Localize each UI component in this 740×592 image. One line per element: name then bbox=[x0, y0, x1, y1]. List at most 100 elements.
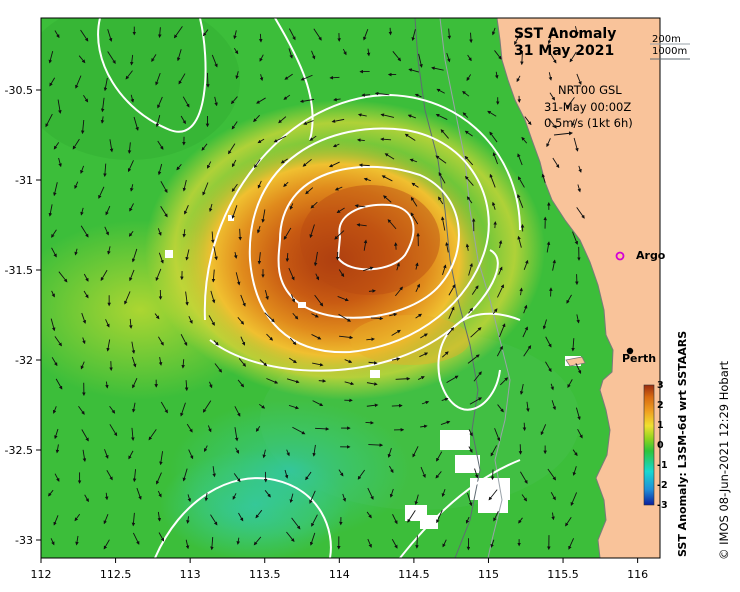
current-vector bbox=[80, 361, 85, 370]
current-vector bbox=[517, 235, 522, 248]
current-vector bbox=[286, 531, 295, 543]
current-vector bbox=[286, 449, 290, 457]
isobath-200-label: 200m bbox=[652, 34, 681, 45]
current-vector bbox=[55, 444, 60, 454]
current-vector bbox=[445, 241, 449, 253]
current-vector bbox=[100, 116, 105, 124]
current-vector bbox=[158, 336, 164, 346]
current-vector bbox=[574, 26, 579, 36]
current-vector bbox=[516, 75, 521, 83]
current-vector bbox=[180, 115, 186, 125]
current-vector bbox=[315, 273, 320, 281]
current-vector bbox=[156, 472, 162, 485]
current-vector bbox=[235, 447, 240, 454]
current-vector bbox=[48, 489, 54, 497]
current-vector bbox=[395, 286, 403, 297]
current-vector bbox=[185, 539, 190, 550]
current-vector bbox=[237, 379, 245, 388]
current-vector bbox=[54, 30, 60, 39]
y-tick-label: -32 bbox=[15, 354, 33, 367]
current-vector bbox=[129, 318, 133, 329]
current-vector bbox=[576, 314, 580, 324]
current-vector bbox=[491, 201, 496, 210]
current-vector bbox=[447, 327, 455, 336]
current-vector bbox=[391, 403, 403, 408]
current-vector bbox=[565, 517, 572, 527]
current-vector bbox=[288, 28, 296, 41]
current-vector bbox=[184, 205, 189, 215]
current-vector bbox=[130, 54, 134, 66]
current-vector bbox=[357, 469, 366, 480]
current-vector bbox=[404, 133, 416, 141]
current-vector bbox=[106, 470, 113, 481]
current-vector bbox=[492, 152, 499, 165]
current-vector bbox=[53, 142, 60, 150]
vector-scale-label: 0.5m/s (1kt 6h) bbox=[544, 116, 633, 130]
current-vector bbox=[74, 513, 81, 522]
current-vector bbox=[136, 487, 142, 500]
isobath-1000 bbox=[414, 18, 481, 558]
current-vector bbox=[446, 375, 459, 383]
current-vector bbox=[288, 404, 300, 410]
current-vector bbox=[441, 351, 449, 358]
current-vector bbox=[74, 248, 78, 256]
current-vector bbox=[391, 357, 401, 361]
current-vector bbox=[51, 247, 57, 258]
current-vector bbox=[440, 420, 451, 425]
current-vector bbox=[436, 451, 443, 462]
current-vector bbox=[234, 427, 239, 442]
current-vector bbox=[332, 143, 340, 148]
current-vector bbox=[131, 512, 136, 527]
island bbox=[565, 356, 586, 367]
current-vector bbox=[462, 112, 469, 118]
current-vector bbox=[517, 153, 523, 166]
current-vector bbox=[206, 72, 210, 88]
current-vector bbox=[237, 316, 245, 325]
current-vector bbox=[231, 159, 237, 168]
current-vector bbox=[151, 54, 157, 63]
current-vector bbox=[567, 379, 573, 388]
current-vector bbox=[546, 241, 551, 253]
current-vector bbox=[520, 50, 524, 66]
current-vector bbox=[312, 400, 324, 406]
current-vector bbox=[128, 450, 134, 460]
current-vector bbox=[572, 231, 579, 245]
current-vector bbox=[253, 159, 261, 169]
current-vector bbox=[315, 427, 330, 431]
current-vector bbox=[523, 259, 529, 270]
current-vector bbox=[148, 429, 157, 441]
colorbar-tick-label: -2 bbox=[657, 480, 668, 491]
current-vector bbox=[466, 74, 472, 81]
current-vector bbox=[303, 120, 314, 125]
current-vector bbox=[526, 401, 530, 412]
current-vector bbox=[435, 155, 447, 164]
current-vector bbox=[258, 33, 263, 43]
current-vector bbox=[363, 29, 369, 41]
current-vector bbox=[545, 336, 552, 348]
current-vector bbox=[127, 160, 134, 173]
current-vector bbox=[363, 239, 368, 251]
current-vector bbox=[438, 196, 444, 205]
current-vector bbox=[160, 206, 168, 218]
current-vector bbox=[173, 26, 183, 39]
current-vector bbox=[231, 121, 238, 130]
current-vector bbox=[551, 400, 556, 411]
current-vector bbox=[467, 54, 472, 62]
current-vector bbox=[255, 425, 261, 432]
current-vector bbox=[72, 138, 80, 150]
current-vector bbox=[471, 285, 479, 295]
current-vector bbox=[465, 243, 470, 251]
current-vector bbox=[466, 196, 473, 204]
x-tick-label: 112 bbox=[31, 568, 52, 581]
current-vector bbox=[100, 97, 105, 113]
current-vector bbox=[230, 96, 238, 105]
current-vector bbox=[78, 406, 85, 415]
current-vector bbox=[202, 29, 209, 37]
current-vector bbox=[235, 272, 241, 286]
current-vector bbox=[374, 91, 390, 96]
current-vector bbox=[104, 226, 109, 236]
current-vector bbox=[517, 193, 524, 208]
current-vector bbox=[572, 449, 578, 457]
current-vector bbox=[107, 51, 116, 64]
current-vector bbox=[389, 488, 394, 498]
